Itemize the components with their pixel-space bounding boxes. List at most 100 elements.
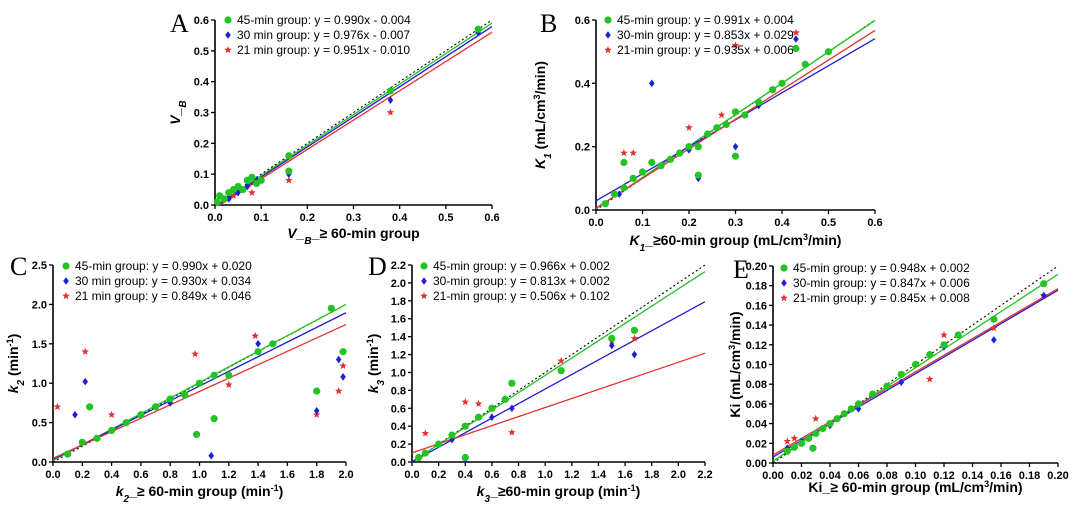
x-tick-label: 1.6 xyxy=(280,469,295,481)
y-tick-label: 0.4 xyxy=(391,421,407,433)
x-tick-label: 0.20 xyxy=(1047,470,1068,482)
panel-letter: C xyxy=(10,252,27,281)
y-tick-label: 1.0 xyxy=(32,378,47,390)
data-point-circle xyxy=(601,200,609,208)
y-tick-label: 0.0 xyxy=(575,205,590,217)
legend-entry: 21 min group: y = 0.849x + 0.046 xyxy=(75,289,251,303)
x-tick-label: 0.6 xyxy=(484,469,499,481)
x-tick-label: 0.02 xyxy=(791,470,812,482)
data-point-diamond xyxy=(82,377,89,386)
data-point-circle xyxy=(86,403,94,411)
legend-marker-circle xyxy=(62,262,70,270)
data-point-circle xyxy=(122,419,130,427)
y-tick-label: 0.5 xyxy=(32,418,47,430)
y-axis-label: K1 (mL/cm3/min) xyxy=(532,61,554,169)
data-point-circle xyxy=(608,334,616,343)
y-tick-label: 0.0 xyxy=(194,200,209,212)
y-tick-label: 1.4 xyxy=(391,332,407,344)
legend-marker-star xyxy=(224,46,232,54)
legend-marker-circle xyxy=(780,264,788,272)
data-point-circle xyxy=(731,152,740,160)
legend-marker-circle xyxy=(420,262,428,270)
data-point-diamond xyxy=(509,404,515,413)
data-point-star xyxy=(925,375,934,383)
data-point-star xyxy=(508,428,516,436)
data-point-star xyxy=(783,437,792,445)
x-tick-label: 0.6 xyxy=(133,469,148,481)
x-tick-label: 0.16 xyxy=(990,470,1011,482)
data-point-diamond xyxy=(1040,291,1047,300)
data-point-circle xyxy=(812,429,820,438)
data-point-circle xyxy=(151,403,160,411)
x-axis-label: V_B_≥ 60-min group xyxy=(287,225,419,247)
data-point-circle xyxy=(722,120,730,129)
data-point-circle xyxy=(501,395,509,403)
data-point-circle xyxy=(620,158,628,167)
data-point-circle xyxy=(819,424,827,433)
data-point-circle xyxy=(840,410,848,418)
data-point-circle xyxy=(940,341,948,349)
x-tick-label: 1.8 xyxy=(309,469,324,481)
data-point-star xyxy=(248,188,256,196)
data-point-circle xyxy=(694,171,702,179)
x-axis-label: k3_≥60-min group (min-1) xyxy=(477,483,641,505)
legend-entry: 30 min group: y = 0.976x - 0.007 xyxy=(237,28,410,42)
data-point-diamond xyxy=(340,373,346,381)
y-tick-label: 0.2 xyxy=(391,439,406,451)
legend-marker-star xyxy=(604,46,612,54)
y-tick-label: 0.2 xyxy=(194,138,209,150)
x-axis-label: K1_≥60-min group (mL/cm3/min) xyxy=(630,232,842,254)
data-point-circle xyxy=(93,434,101,442)
y-tick-label: 0.6 xyxy=(391,403,406,415)
data-point-circle xyxy=(386,87,395,95)
data-point-circle xyxy=(210,371,218,379)
x-tick-label: 1.6 xyxy=(617,469,632,481)
x-tick-label: 0.18 xyxy=(1019,470,1040,482)
data-point-diamond xyxy=(72,410,78,419)
data-point-circle xyxy=(854,400,863,408)
x-tick-label: 1.0 xyxy=(192,469,207,481)
legend-marker-diamond xyxy=(421,277,427,285)
x-tick-label: 0.2 xyxy=(681,217,696,229)
y-tick-label: 1.6 xyxy=(391,314,406,326)
x-tick-label: 0.1 xyxy=(635,217,650,229)
chart-panel-e: E 0.00 0.02 0.04 0.06 0.08 0.10 0.12 0.14 0.16 0.1… xyxy=(727,255,1069,495)
chart-panel-a: A 0.0 0.1 0.2 0.3 0.4 0.5 0.6 0.0 0.1 0.2 0.3 0.4 0.5… xyxy=(167,9,500,247)
x-tick-label: 0.04 xyxy=(819,470,841,482)
y-tick-label: 0.4 xyxy=(575,78,591,90)
data-point-star xyxy=(229,191,238,199)
data-point-diamond xyxy=(616,190,623,198)
data-point-diamond xyxy=(649,79,655,88)
data-point-diamond xyxy=(732,142,739,151)
x-tick-label: 0.14 xyxy=(962,470,984,482)
data-point-circle xyxy=(648,158,656,167)
x-tick-label: 0.1 xyxy=(254,212,269,224)
data-point-circle xyxy=(313,387,321,395)
legend-marker-star xyxy=(780,294,788,302)
x-tick-label: 0.08 xyxy=(876,470,897,482)
panel-letter: E xyxy=(733,255,749,284)
data-point-circle xyxy=(415,453,423,462)
legend-entry: 45-min group: y = 0.948x + 0.002 xyxy=(793,261,970,275)
data-point-star xyxy=(630,334,639,342)
data-point-star xyxy=(990,324,998,332)
data-point-circle xyxy=(847,405,855,413)
x-tick-label: 0.2 xyxy=(75,469,90,481)
identity-line xyxy=(411,264,706,463)
y-tick-label: 1.5 xyxy=(32,339,47,351)
data-point-circle xyxy=(210,415,218,423)
x-tick-label: 0.12 xyxy=(933,470,954,482)
data-point-circle xyxy=(869,390,877,398)
legend-marker-star xyxy=(420,292,428,300)
data-point-circle xyxy=(108,426,116,435)
panel-letter: D xyxy=(368,252,387,281)
data-point-circle xyxy=(339,348,347,356)
x-tick-label: 2.0 xyxy=(338,469,353,481)
data-point-diamond xyxy=(167,399,173,407)
data-point-star xyxy=(620,149,628,157)
data-point-circle xyxy=(192,430,201,439)
data-point-circle xyxy=(741,111,749,119)
y-axis-label: V_B xyxy=(167,100,189,124)
x-tick-label: 0.0 xyxy=(45,469,60,481)
data-point-circle xyxy=(676,149,684,157)
